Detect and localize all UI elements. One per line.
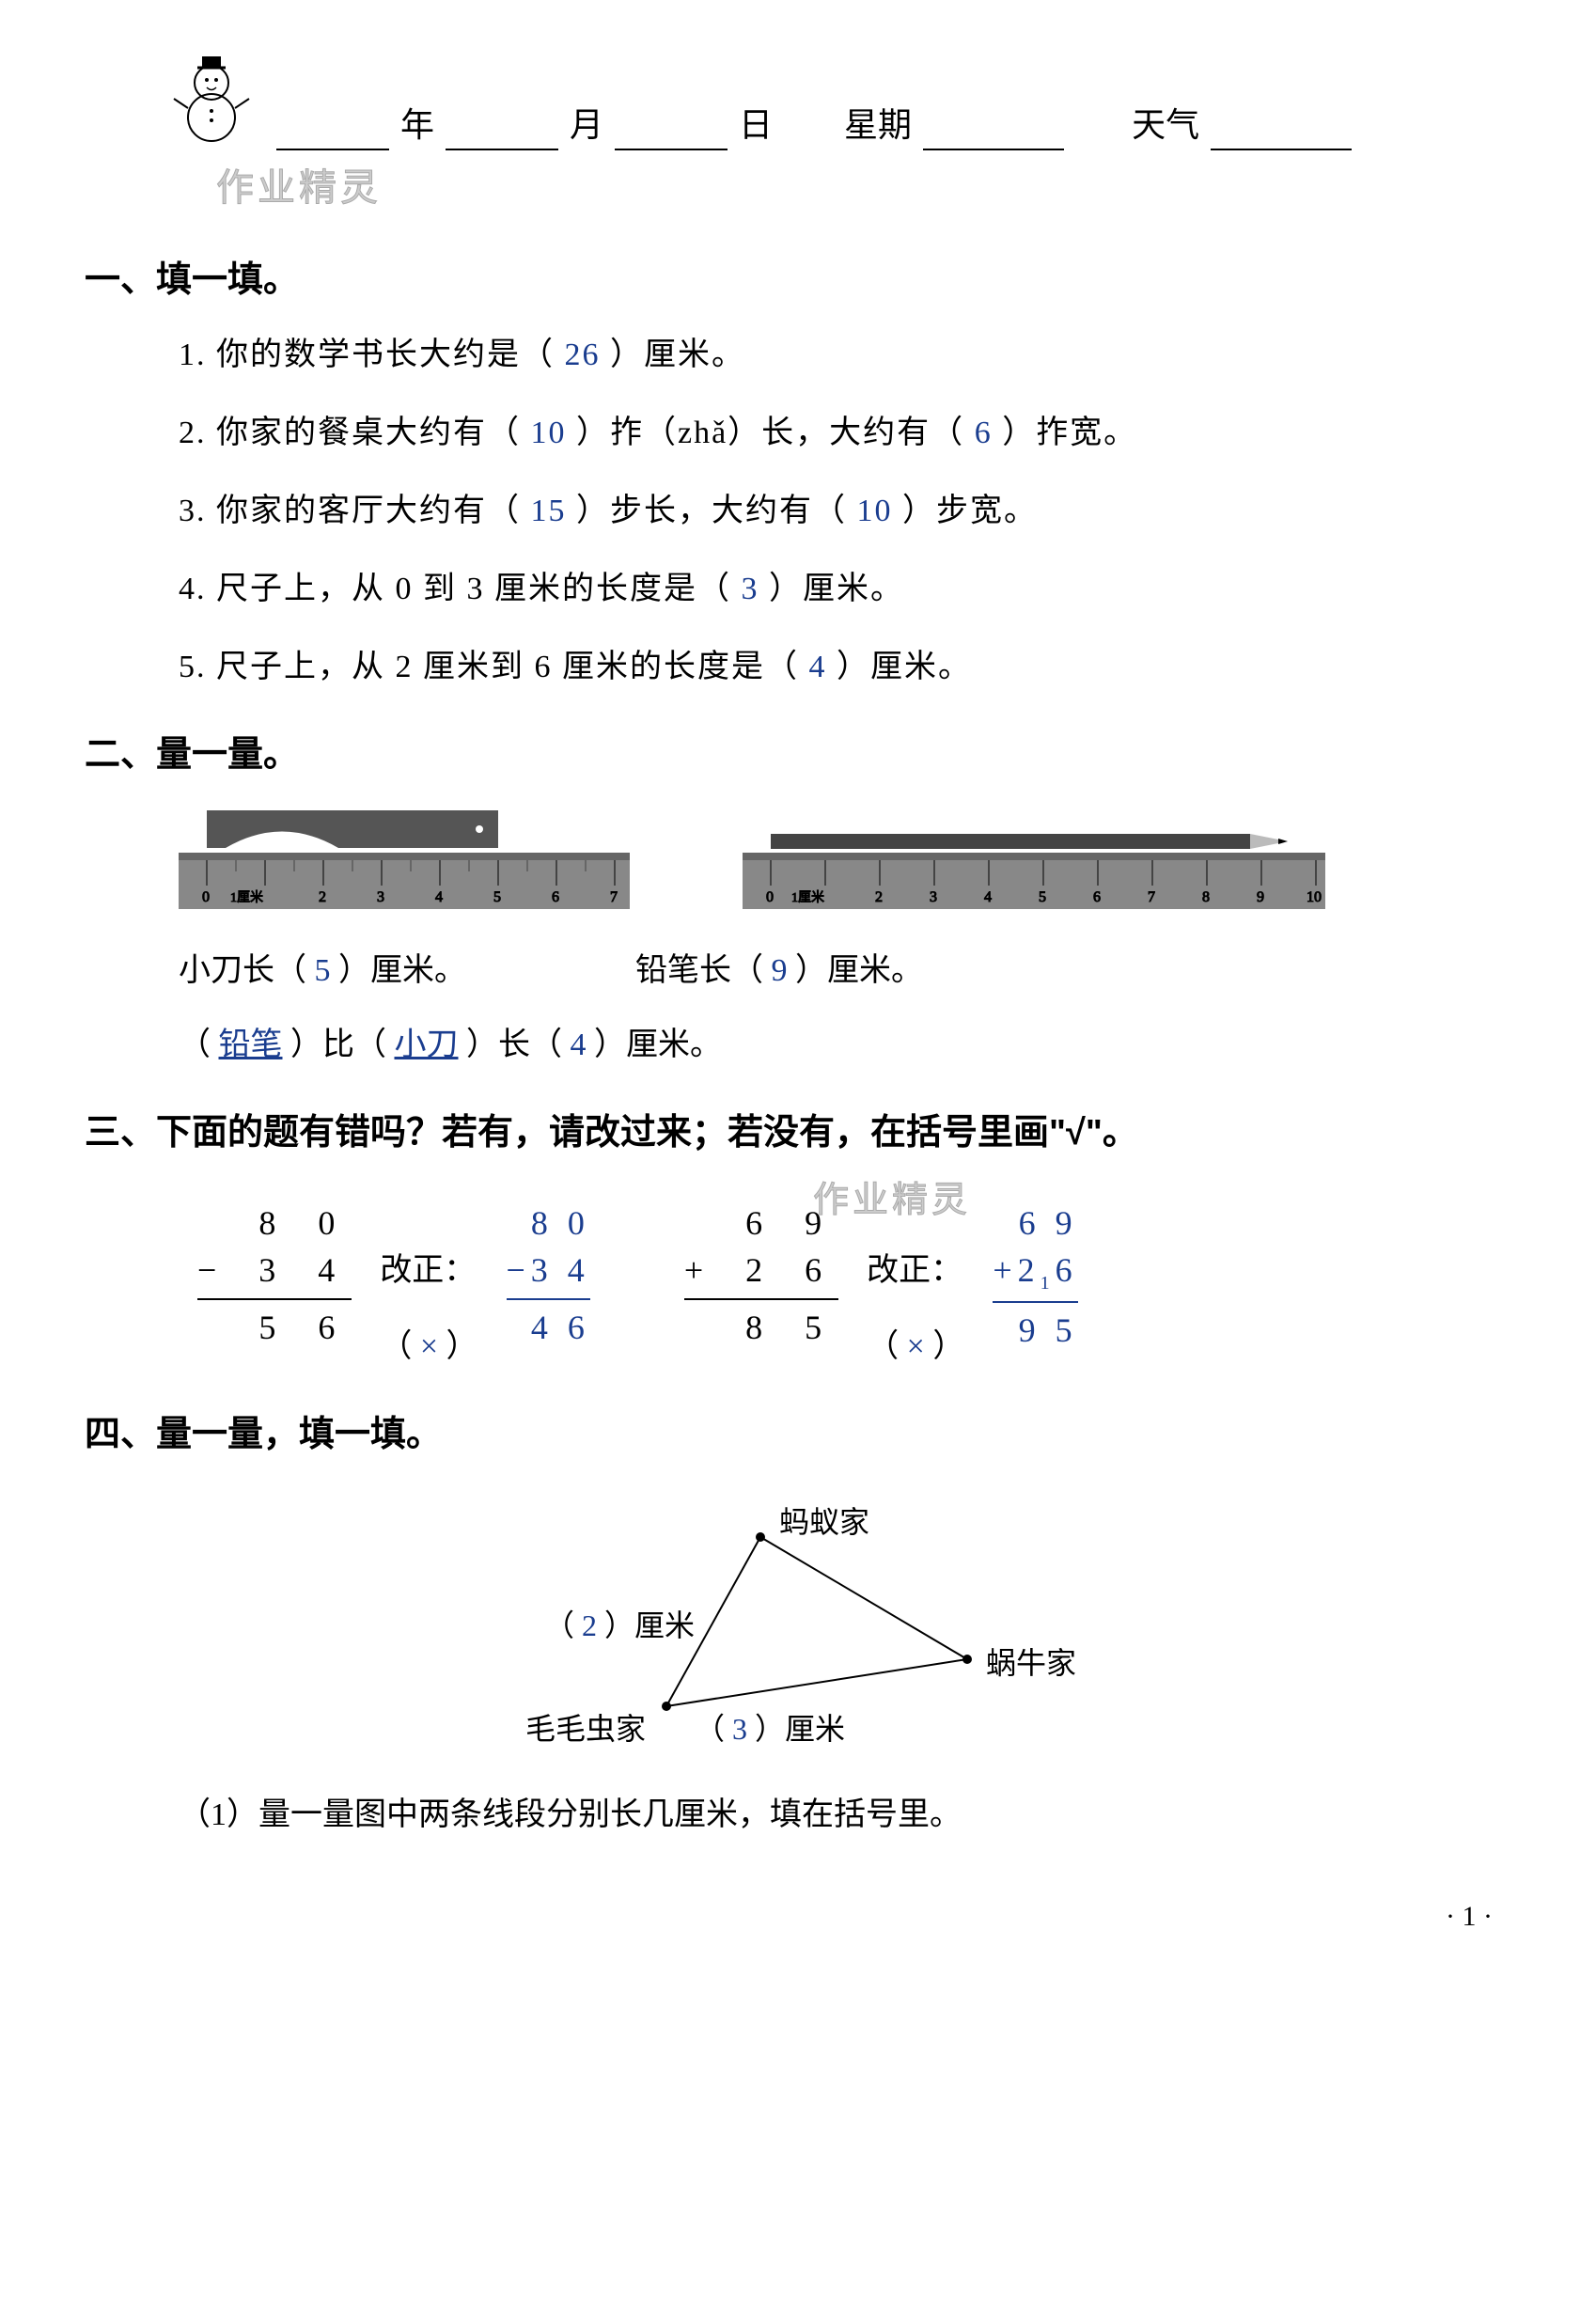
svg-text:3: 3 [377, 889, 384, 905]
weekday-blank[interactable] [923, 117, 1064, 150]
q1-answer: 26 [565, 337, 601, 372]
svg-text:2: 2 [319, 889, 326, 905]
sub-q1: （1）量一量图中两条线段分别长几厘米，填在括号里。 [179, 1791, 1511, 1839]
mark1-group: 改正： （ × ） [380, 1247, 477, 1371]
watermark-top: 作业精灵 [216, 160, 1511, 216]
q1-prefix: 1. 你的数学书长大约是（ [179, 337, 555, 372]
compare-line: （ 铅笔 ）比（ 小刀 ）长（ 4 ）厘米。 [179, 1021, 1511, 1069]
q3-suffix: ）步宽。 [902, 494, 1038, 528]
section2-title: 二、量一量。 [85, 729, 1511, 782]
svg-text:9: 9 [1257, 889, 1264, 905]
q3-prefix: 3. 你家的客厅大约有（ [179, 494, 521, 528]
section1-title: 一、填一填。 [85, 254, 1511, 307]
q4-suffix: ）厘米。 [769, 572, 904, 606]
compare-a2: 小刀 [395, 1028, 459, 1062]
q3: 3. 你家的客厅大约有（ 15 ）步长，大约有（ 10 ）步宽。 [179, 487, 1511, 535]
year-blank[interactable] [276, 117, 389, 150]
knife-ans: 5 [315, 953, 331, 988]
q4-prefix: 4. 尺子上，从 0 到 3 厘米的长度是（ [179, 572, 731, 606]
svg-text:7: 7 [610, 889, 618, 905]
pencil-ans: 9 [772, 953, 788, 988]
svg-text:6: 6 [552, 889, 559, 905]
month-label: 月 [570, 100, 603, 150]
svg-text:6: 6 [1093, 889, 1101, 905]
left-measure: （ 2 ）厘米 [544, 1603, 695, 1648]
q5-prefix: 5. 尺子上，从 2 厘米到 6 厘米的长度是（ [179, 650, 799, 684]
q1: 1. 你的数学书长大约是（ 26 ）厘米。 [179, 331, 1511, 379]
q2-prefix: 2. 你家的餐桌大约有（ [179, 416, 521, 450]
worm-label: 毛毛虫家 [525, 1706, 646, 1751]
compare-a3: 4 [571, 1028, 587, 1062]
q1-suffix: ）厘米。 [610, 337, 745, 372]
knife-ruler: 0 2 3 4 5 6 7 1厘米 [179, 806, 630, 918]
q3-mid: ）步长，大约有（ [576, 494, 847, 528]
q5-suffix: ）厘米。 [837, 650, 972, 684]
triangle-figure: 蚂蚁家 蜗牛家 毛毛虫家 （ 2 ）厘米 （ 3 ）厘米 [516, 1490, 1080, 1772]
ant-label: 蚂蚁家 [779, 1499, 869, 1545]
q3-ans2: 10 [857, 494, 893, 528]
weekday-label: 星期 [844, 100, 912, 150]
mark2-group: 改正： （ × ） [867, 1247, 964, 1371]
svg-text:4: 4 [984, 889, 992, 905]
weather-label: 天气 [1132, 100, 1199, 150]
q5: 5. 尺子上，从 2 厘米到 6 厘米的长度是（ 4 ）厘米。 [179, 643, 1511, 691]
svg-text:0: 0 [766, 889, 774, 905]
ruler-captions: 小刀长（ 5 ）厘米。 铅笔长（ 9 ）厘米。 [179, 947, 1511, 995]
svg-text:10: 10 [1307, 889, 1322, 905]
section4-title: 四、量一量，填一填。 [85, 1408, 1511, 1462]
pencil-ruler: 0 2 3 4 5 6 7 8 9 10 1厘米 [743, 806, 1325, 918]
q2-mid: ）拃（zhǎ）长，大约有（ [576, 416, 964, 450]
q2-ans1: 10 [531, 416, 567, 450]
snail-label: 蜗牛家 [986, 1640, 1076, 1686]
q2: 2. 你家的餐桌大约有（ 10 ）拃（zhǎ）长，大约有（ 6 ）拃宽。 [179, 409, 1511, 457]
q4-ans: 3 [742, 572, 759, 606]
mark2: × [907, 1329, 925, 1364]
q4: 4. 尺子上，从 0 到 3 厘米的长度是（ 3 ）厘米。 [179, 565, 1511, 613]
ruler-figures: 0 2 3 4 5 6 7 1厘米 [179, 806, 1511, 918]
year-label: 年 [400, 100, 434, 150]
date-header: 年 月 日 星期 天气 [85, 56, 1511, 150]
pencil-caption: 铅笔长（ 9 ）厘米。 [635, 947, 923, 995]
snowman-icon [169, 56, 254, 150]
svg-text:4: 4 [435, 889, 443, 905]
q2-ans2: 6 [975, 416, 993, 450]
compare-a1: 铅笔 [219, 1028, 283, 1062]
month-blank[interactable] [446, 117, 558, 150]
day-label: 日 [739, 100, 773, 150]
q5-ans: 4 [809, 650, 827, 684]
svg-text:2: 2 [875, 889, 883, 905]
section3-title: 三、下面的题有错吗？若有，请改过来；若没有，在括号里画"√"。 [85, 1106, 1511, 1160]
weather-blank[interactable] [1211, 117, 1352, 150]
q2-suffix: ）拃宽。 [1002, 416, 1137, 450]
svg-text:1厘米: 1厘米 [230, 890, 263, 905]
svg-text:8: 8 [1202, 889, 1210, 905]
watermark-mid: 作业精灵 [273, 1174, 1511, 1228]
svg-text:3: 3 [930, 889, 937, 905]
q3-ans1: 15 [531, 494, 567, 528]
svg-text:7: 7 [1148, 889, 1155, 905]
page-number: · 1 · [85, 1895, 1511, 1938]
mark1: × [420, 1329, 438, 1364]
knife-caption: 小刀长（ 5 ）厘米。 [179, 947, 466, 995]
bottom-measure: （ 3 ）厘米 [695, 1706, 845, 1751]
svg-text:5: 5 [1039, 889, 1046, 905]
svg-text:1厘米: 1厘米 [791, 890, 824, 905]
day-blank[interactable] [615, 117, 728, 150]
svg-text:0: 0 [202, 889, 210, 905]
svg-text:5: 5 [493, 889, 501, 905]
